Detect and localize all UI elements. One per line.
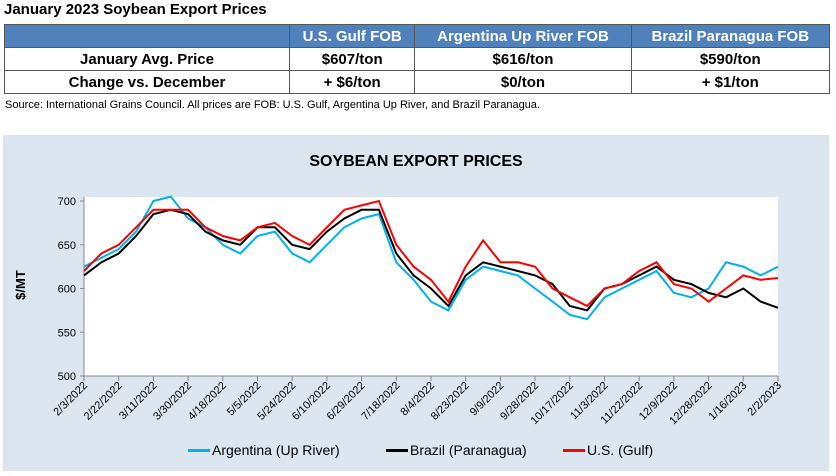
- chart: SOYBEAN EXPORT PRICES 500 550 600 650 700 $/M…: [3, 135, 829, 471]
- table-row: Change vs. December + $6/ton $0/ton + $1/to…: [4, 70, 831, 94]
- header-us: U.S. Gulf FOB: [288, 24, 416, 48]
- chart-svg: 500550600650700$/MT2/3/20222/22/20223/11…: [13, 195, 784, 427]
- x-tick-label: 2/2/2023: [745, 380, 784, 419]
- cell: $616/ton: [414, 47, 632, 71]
- y-tick-label: 650: [58, 240, 76, 252]
- legend-us: U.S. (Gulf): [563, 442, 653, 458]
- table-title: January 2023 Soybean Export Prices: [4, 1, 267, 18]
- price-table: U.S. Gulf FOB Argentina Up River FOB Brazi…: [4, 24, 831, 94]
- x-tick-label: 4/18/2022: [186, 380, 229, 423]
- x-tick-label: 7/18/2022: [359, 380, 402, 423]
- legend-label: Argentina (Up River): [212, 442, 340, 458]
- legend-argentina: Argentina (Up River): [188, 442, 340, 458]
- cell: $0/ton: [414, 70, 632, 94]
- x-tick-label: 8/23/2022: [429, 380, 472, 423]
- header-blank: [4, 24, 290, 48]
- cell: $590/ton: [630, 47, 831, 71]
- legend-label: Brazil (Paranagua): [410, 442, 527, 458]
- series-line-us: [83, 199, 779, 308]
- legend-label: U.S. (Gulf): [587, 442, 654, 458]
- cell: + $6/ton: [288, 70, 416, 94]
- table-row: January Avg. Price $607/ton $616/ton $590/t…: [4, 47, 831, 71]
- y-tick-label: 700: [58, 196, 76, 208]
- y-tick-label: 500: [58, 371, 76, 383]
- row-label: January Avg. Price: [4, 47, 290, 71]
- cell: + $1/ton: [630, 70, 831, 94]
- plot-area: [84, 197, 778, 376]
- cell: $607/ton: [288, 47, 416, 71]
- row-label: Change vs. December: [4, 70, 290, 94]
- y-tick-label: 550: [58, 327, 76, 339]
- header-brazil: Brazil Paranagua FOB: [630, 24, 831, 48]
- legend-swatch: [386, 448, 408, 452]
- source-note: Source: International Grains Council. Al…: [5, 99, 540, 111]
- legend-brazil: Brazil (Paranagua): [386, 442, 527, 458]
- y-axis-label: $/MT: [13, 270, 28, 300]
- chart-title: SOYBEAN EXPORT PRICES: [309, 153, 523, 170]
- header-argentina: Argentina Up River FOB: [414, 24, 632, 48]
- legend-swatch: [563, 448, 585, 452]
- legend-swatch: [188, 448, 210, 452]
- y-tick-label: 600: [58, 284, 76, 296]
- x-tick-label: 1/16/2023: [706, 380, 749, 423]
